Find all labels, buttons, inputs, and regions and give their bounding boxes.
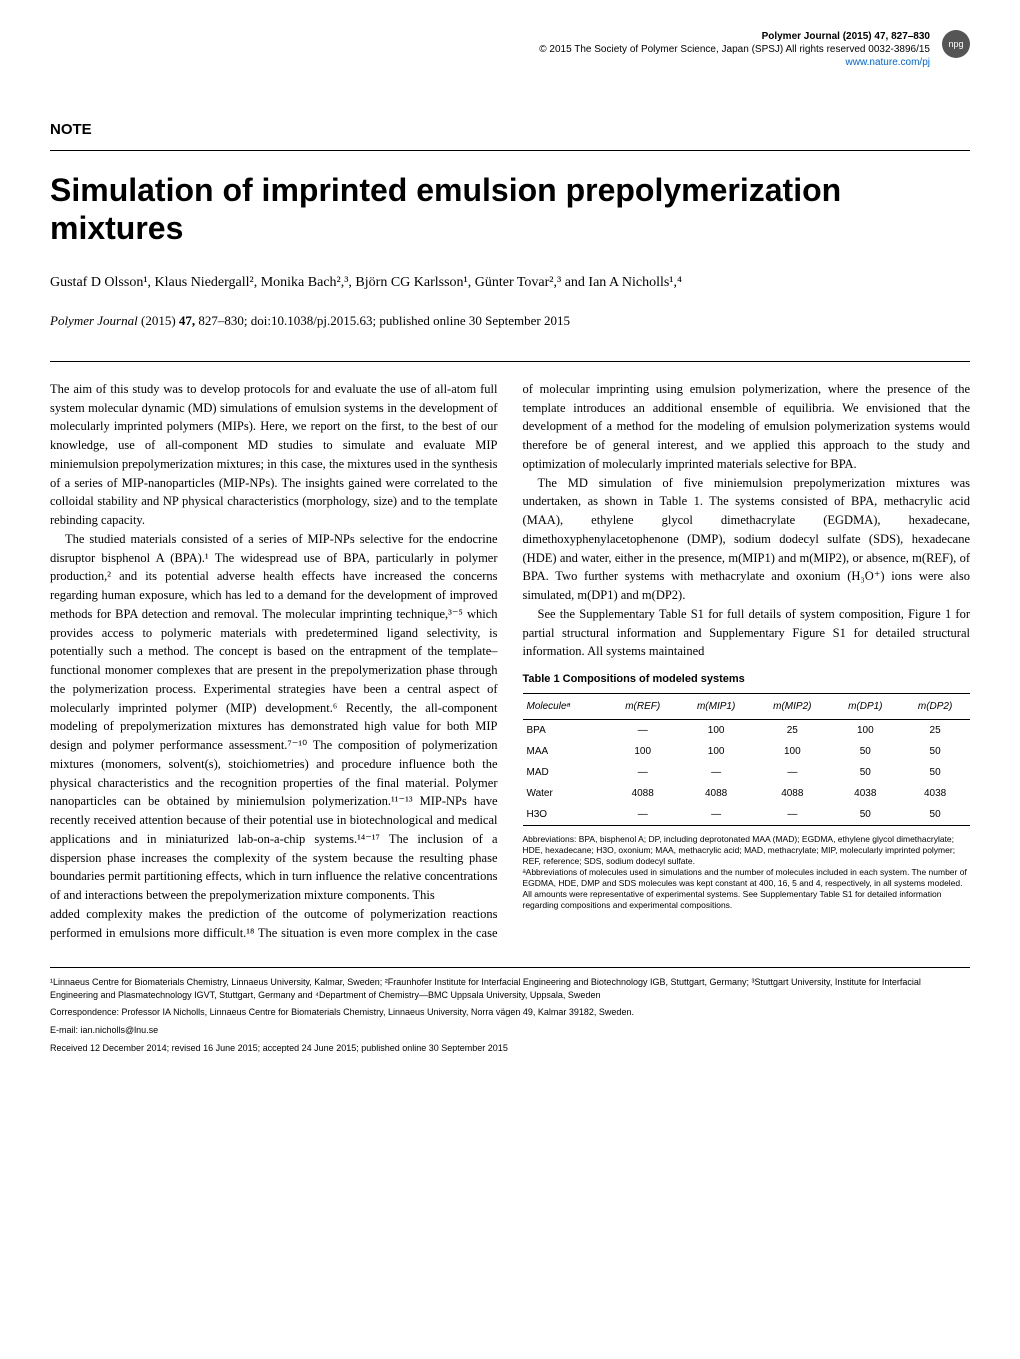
table-cell: 25 [900, 719, 970, 741]
table-row: MAD — — — 50 50 [523, 762, 971, 783]
table-cell: 25 [754, 719, 830, 741]
article-body: The aim of this study was to develop pro… [50, 380, 970, 943]
author-list: Gustaf D Olsson¹, Klaus Niedergall², Mon… [50, 273, 970, 293]
citation-journal: Polymer Journal [50, 313, 138, 328]
table-cell: 50 [830, 762, 900, 783]
body-p1: The aim of this study was to develop pro… [50, 380, 498, 530]
citation-line: Polymer Journal (2015) 47, 827–830; doi:… [50, 312, 970, 330]
copyright-line: © 2015 The Society of Polymer Science, J… [50, 43, 930, 56]
divider-top [50, 150, 970, 151]
table-cell: 4038 [830, 783, 900, 804]
table-cell: 4088 [607, 783, 678, 804]
table-header: m(REF) [607, 693, 678, 719]
npg-badge: npg [942, 30, 970, 58]
table-cell: BPA [523, 719, 608, 741]
table-cell: 100 [678, 719, 754, 741]
note-label: NOTE [50, 119, 970, 140]
table-footnote-a: ᵃAbbreviations of molecules used in simu… [523, 867, 971, 911]
table-header: m(MIP1) [678, 693, 754, 719]
table-cell: 4038 [900, 783, 970, 804]
table-cell: 100 [607, 741, 678, 762]
table-caption: Table 1 Compositions of modeled systems [523, 671, 971, 688]
table-section: Table 1 Compositions of modeled systems … [523, 671, 971, 911]
table-header: m(DP1) [830, 693, 900, 719]
table-cell: — [754, 762, 830, 783]
table-cell: H3O [523, 804, 608, 826]
footer-received: Received 12 December 2014; revised 16 Ju… [50, 1042, 970, 1055]
table-cell: 50 [830, 741, 900, 762]
divider-bottom [50, 361, 970, 362]
header-area: npg Polymer Journal (2015) 47, 827–830 ©… [0, 0, 1020, 79]
article-title: Simulation of imprinted emulsion prepoly… [50, 171, 970, 248]
table-header: Moleculeᵃ [523, 693, 608, 719]
table-cell: 50 [900, 804, 970, 826]
table-row: MAA 100 100 100 50 50 [523, 741, 971, 762]
citation-doi: doi:10.1038/pj.2015.63; [251, 313, 376, 328]
body-p4: The MD simulation of five miniemulsion p… [523, 474, 971, 605]
table-header: m(DP2) [900, 693, 970, 719]
table-cell: 100 [754, 741, 830, 762]
table-header-row: Moleculeᵃ m(REF) m(MIP1) m(MIP2) m(DP1) … [523, 693, 971, 719]
table-cell: MAA [523, 741, 608, 762]
table-cell: — [678, 804, 754, 826]
footer-email: E-mail: ian.nicholls@lnu.se [50, 1024, 970, 1037]
table-cell: — [678, 762, 754, 783]
table-cell: — [607, 719, 678, 741]
journal-url[interactable]: www.nature.com/pj [50, 56, 930, 69]
footer-affiliations: ¹Linnaeus Centre for Biomaterials Chemis… [50, 976, 970, 1001]
table-cell: 50 [830, 804, 900, 826]
body-p2: The studied materials consisted of a ser… [50, 530, 498, 905]
table-cell: 100 [830, 719, 900, 741]
journal-info: Polymer Journal (2015) 47, 827–830 © 201… [50, 30, 930, 69]
table-cell: 50 [900, 741, 970, 762]
table-body: BPA — 100 25 100 25 MAA 100 100 100 50 5… [523, 719, 971, 825]
table-cell: — [607, 804, 678, 826]
citation-pages: 827–830; [198, 313, 247, 328]
table-cell: MAD [523, 762, 608, 783]
table-cell: 4088 [754, 783, 830, 804]
table-cell: Water [523, 783, 608, 804]
table-row: H3O — — — 50 50 [523, 804, 971, 826]
table-header: m(MIP2) [754, 693, 830, 719]
footer-correspondence: Correspondence: Professor IA Nicholls, L… [50, 1006, 970, 1019]
citation-volume: 47, [179, 313, 195, 328]
page-footer: ¹Linnaeus Centre for Biomaterials Chemis… [50, 967, 970, 1054]
table-cell: — [607, 762, 678, 783]
table-cell: 100 [678, 741, 754, 762]
compositions-table: Moleculeᵃ m(REF) m(MIP1) m(MIP2) m(DP1) … [523, 693, 971, 826]
table-footnote-abbrev: Abbreviations: BPA, bisphenol A; DP, inc… [523, 834, 971, 867]
table-cell: 4088 [678, 783, 754, 804]
table-row: Water 4088 4088 4088 4038 4038 [523, 783, 971, 804]
citation-year: (2015) [141, 313, 176, 328]
table-cell: — [754, 804, 830, 826]
table-row: BPA — 100 25 100 25 [523, 719, 971, 741]
journal-title-line: Polymer Journal (2015) 47, 827–830 [50, 30, 930, 43]
body-p5: See the Supplementary Table S1 for full … [523, 605, 971, 661]
table-cell: 50 [900, 762, 970, 783]
citation-pubdate: published online 30 September 2015 [379, 313, 570, 328]
